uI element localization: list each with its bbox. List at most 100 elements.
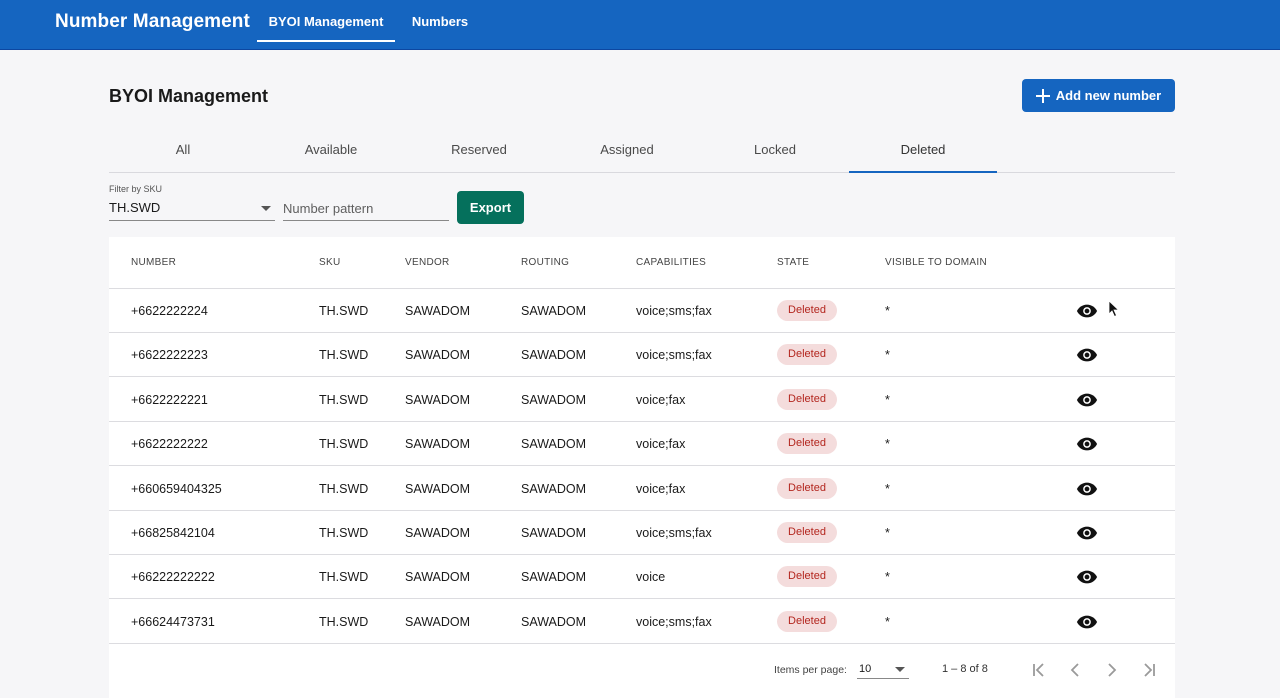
add-new-number-button[interactable]: Add new number <box>1022 79 1175 112</box>
state-badge: Deleted <box>777 433 837 455</box>
cell-routing: SAWADOM <box>521 392 587 407</box>
cell-capabilities: voice;sms;fax <box>636 348 712 363</box>
cell-routing: SAWADOM <box>521 437 587 452</box>
state-badge: Deleted <box>777 566 837 588</box>
prev-page-icon[interactable] <box>1065 660 1085 680</box>
page-size-select[interactable]: 10 <box>857 657 909 679</box>
page-size-value: 10 <box>859 663 872 675</box>
cell-capabilities: voice;sms;fax <box>636 614 712 629</box>
state-tabs: All Available Reserved Assigned Locked D… <box>109 128 1175 173</box>
table-row[interactable]: +660659404325 TH.SWD SAWADOM SAWADOM voice;f… <box>109 467 1175 511</box>
cell-sku: TH.SWD <box>319 348 369 363</box>
cell-visible-to-domain: * <box>885 392 890 407</box>
table-row[interactable]: +66624473731 TH.SWD SAWADOM SAWADOM voice;sm… <box>109 600 1175 644</box>
column-header-state[interactable]: STATE <box>777 257 810 268</box>
cell-capabilities: voice;sms;fax <box>636 304 712 318</box>
cell-vendor: SAWADOM <box>405 348 471 363</box>
tab-locked[interactable]: Locked <box>754 142 796 157</box>
cell-number: +66222222222 <box>131 570 215 585</box>
page-title: BYOI Management <box>109 86 269 106</box>
cell-visible-to-domain: * <box>885 570 890 585</box>
cell-number: +6622222223 <box>131 348 208 363</box>
page-range-label: 1 – 8 of 8 <box>942 663 988 675</box>
cell-visible-to-domain: * <box>885 437 890 452</box>
eye-icon[interactable] <box>1076 568 1098 586</box>
column-header-capabilities[interactable]: CAPABILITIES <box>636 257 707 268</box>
cell-sku: TH.SWD <box>319 437 369 452</box>
cell-vendor: SAWADOM <box>405 392 471 407</box>
column-header-visible-to-domain[interactable]: VISIBLE TO DOMAIN <box>885 257 987 268</box>
cell-visible-to-domain: * <box>885 348 890 363</box>
eye-icon[interactable] <box>1076 524 1098 542</box>
eye-icon[interactable] <box>1076 391 1098 409</box>
cell-sku: TH.SWD <box>319 392 369 407</box>
nav-tab-numbers[interactable]: Numbers <box>411 14 469 29</box>
app-bar: Number Management BYOI Management Number… <box>0 0 1280 50</box>
cell-sku: TH.SWD <box>319 614 369 629</box>
items-per-page-label: Items per page: <box>774 664 847 676</box>
tab-all[interactable]: All <box>175 142 191 157</box>
cell-routing: SAWADOM <box>521 304 587 318</box>
eye-icon[interactable] <box>1076 346 1098 364</box>
cell-capabilities: voice <box>636 570 666 585</box>
table-row[interactable]: +6622222221 TH.SWD SAWADOM SAWADOM voice;fax… <box>109 378 1175 422</box>
sku-filter-select[interactable]: TH.SWD <box>109 197 275 221</box>
cell-number: +66624473731 <box>131 614 215 629</box>
cell-visible-to-domain: * <box>885 614 890 629</box>
last-page-icon[interactable] <box>1139 660 1159 680</box>
column-header-number[interactable]: NUMBER <box>131 257 177 268</box>
tab-assigned[interactable]: Assigned <box>600 142 654 157</box>
cell-routing: SAWADOM <box>521 481 587 496</box>
numbers-table: NUMBER SKU VENDOR ROUTING CAPABILITIES S… <box>109 237 1175 698</box>
caret-down-icon <box>895 667 905 672</box>
cell-number: +66825842104 <box>131 526 215 540</box>
table-row[interactable]: +66825842104 TH.SWD SAWADOM SAWADOM voice;sm… <box>109 511 1175 555</box>
cell-sku: TH.SWD <box>319 304 369 318</box>
tab-deleted[interactable]: Deleted <box>849 128 997 173</box>
cell-visible-to-domain: * <box>885 481 890 496</box>
tab-reserved[interactable]: Reserved <box>451 142 507 157</box>
table-row[interactable]: +66222222222 TH.SWD SAWADOM SAWADOM voice Del… <box>109 555 1175 600</box>
next-page-icon[interactable] <box>1102 660 1122 680</box>
cell-routing: SAWADOM <box>521 348 587 363</box>
cell-vendor: SAWADOM <box>405 304 471 318</box>
cell-number: +6622222221 <box>131 392 208 407</box>
nav-tab-byoi-management[interactable]: BYOI Management <box>257 0 395 42</box>
eye-icon[interactable] <box>1076 302 1098 320</box>
cell-number: +6622222222 <box>131 437 208 452</box>
cell-capabilities: voice;fax <box>636 392 686 407</box>
cell-routing: SAWADOM <box>521 526 587 540</box>
table-row[interactable]: +6622222223 TH.SWD SAWADOM SAWADOM voice;sms… <box>109 333 1175 378</box>
cell-capabilities: voice;fax <box>636 437 686 452</box>
cell-capabilities: voice;sms;fax <box>636 526 712 540</box>
column-header-sku[interactable]: SKU <box>319 257 341 268</box>
mouse-cursor-icon <box>1108 300 1120 318</box>
tab-available[interactable]: Available <box>304 142 358 157</box>
caret-down-icon <box>261 206 271 211</box>
state-badge: Deleted <box>777 344 837 366</box>
column-header-vendor[interactable]: VENDOR <box>405 257 450 268</box>
sku-filter-label: Filter by SKU <box>109 184 163 194</box>
cell-sku: TH.SWD <box>319 570 369 585</box>
table-row[interactable]: +6622222224 TH.SWD SAWADOM SAWADOM voice;sms… <box>109 289 1175 333</box>
cell-routing: SAWADOM <box>521 570 587 585</box>
cell-vendor: SAWADOM <box>405 526 471 540</box>
cell-vendor: SAWADOM <box>405 570 471 585</box>
header-divider <box>109 288 1175 289</box>
cell-number: +660659404325 <box>131 481 222 496</box>
add-new-number-label: Add new number <box>1055 88 1162 103</box>
eye-icon[interactable] <box>1076 613 1098 631</box>
cell-sku: TH.SWD <box>319 481 369 496</box>
column-header-routing[interactable]: ROUTING <box>521 257 570 268</box>
export-button[interactable]: Export <box>457 191 524 224</box>
first-page-icon[interactable] <box>1029 660 1049 680</box>
state-badge: Deleted <box>777 300 837 321</box>
state-badge: Deleted <box>777 522 837 543</box>
number-pattern-input[interactable] <box>283 197 449 221</box>
eye-icon[interactable] <box>1076 435 1098 453</box>
cell-number: +6622222224 <box>131 304 208 318</box>
eye-icon[interactable] <box>1076 480 1098 498</box>
cell-vendor: SAWADOM <box>405 481 471 496</box>
sku-filter-value: TH.SWD <box>109 200 161 215</box>
table-row[interactable]: +6622222222 TH.SWD SAWADOM SAWADOM voice;fax… <box>109 422 1175 467</box>
